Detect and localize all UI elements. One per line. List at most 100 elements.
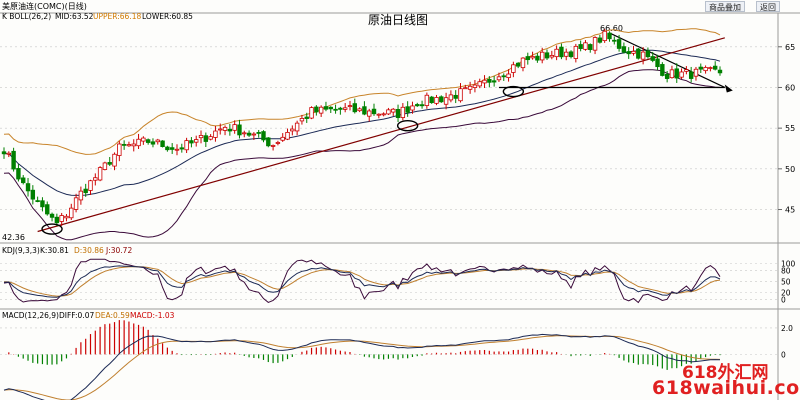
candlestick-panel: 45 50 55 60 65: [0, 28, 795, 241]
candle-down: [145, 139, 151, 143]
candle-down: [35, 200, 40, 202]
candle-down: [395, 108, 401, 119]
candle-down: [160, 140, 165, 148]
candle-up: [400, 106, 406, 118]
kdj-j-value: J:30.72: [105, 246, 132, 255]
kdj-d-line: [3, 266, 721, 297]
candle-down: [674, 68, 679, 79]
candle-down: [246, 132, 252, 136]
candle-down: [578, 44, 583, 49]
candle-down: [189, 140, 194, 144]
candle-down: [362, 106, 367, 115]
candle-down: [40, 200, 45, 208]
candle-down: [165, 146, 170, 151]
kdj-j-line: [3, 258, 721, 304]
candle-down: [688, 71, 694, 79]
boll-lower-value: LOWER:60.85: [142, 12, 193, 21]
candle-down: [712, 65, 718, 70]
candle-up: [679, 71, 684, 78]
candle-down: [352, 103, 357, 113]
candle-down: [650, 56, 655, 61]
macd-macd-value: MACD:-1.03: [130, 311, 175, 320]
candle-up: [242, 132, 247, 135]
candle-up: [564, 51, 569, 57]
back-button[interactable]: 返回: [756, 1, 780, 12]
boll-mid-line: [3, 49, 721, 196]
candle-down: [16, 168, 21, 180]
candle-down: [568, 51, 574, 58]
candle-up: [463, 87, 468, 90]
boll-upper-line: [3, 28, 721, 155]
macd-tick-label-0: 0: [781, 350, 786, 359]
candle-up: [693, 68, 699, 77]
candle-up: [222, 126, 228, 131]
main-tick-label-3: 60: [785, 83, 795, 92]
candle-down: [1, 151, 7, 155]
candle-up: [631, 50, 636, 54]
candle-down: [227, 128, 233, 132]
candle-down: [525, 56, 530, 61]
candle-up: [472, 84, 478, 88]
main-indicator-label: K BOLL(26,2): [2, 12, 51, 21]
candle-down: [237, 124, 242, 136]
candle-down: [11, 150, 16, 170]
candle-up: [703, 67, 708, 72]
candle-up: [93, 177, 98, 181]
symbol-label: 美原油连(COMC)(日线): [2, 1, 87, 11]
circle-marker-1: [396, 120, 419, 132]
candle-up: [530, 56, 535, 59]
candle-down: [338, 107, 343, 110]
kdj-tick-label-0: 0: [781, 296, 786, 305]
candle-down: [544, 52, 550, 59]
candle-down: [626, 51, 631, 55]
candle-down: [25, 183, 31, 192]
main-tick-label-4: 65: [785, 43, 795, 52]
boll-lower-line: [3, 69, 721, 241]
candle-up: [391, 108, 396, 113]
candle-up: [496, 76, 502, 81]
candle-down: [333, 108, 338, 111]
candle-down: [612, 39, 617, 42]
candle-up: [102, 162, 108, 170]
candle-up: [386, 109, 391, 115]
candle-up: [424, 94, 430, 106]
candle-up: [232, 124, 237, 131]
candle-up: [367, 110, 372, 117]
candle-down: [314, 106, 319, 113]
candle-down: [607, 32, 612, 40]
candle-down: [415, 104, 420, 107]
macd-diff-line: [3, 333, 721, 400]
main-tick-label-2: 55: [785, 124, 795, 133]
candle-down: [323, 106, 329, 110]
candle-up: [6, 152, 12, 155]
candle-down: [30, 189, 36, 200]
candle-down: [453, 94, 458, 99]
trend-line-1: [609, 32, 726, 89]
candle-down: [261, 131, 266, 141]
candle-down: [717, 69, 723, 74]
commodity-overlay-button[interactable]: 商品叠加: [705, 1, 745, 12]
kdj-tick-label-4: 100: [781, 259, 796, 268]
candle-up: [511, 64, 516, 73]
trend-line-0: [37, 37, 725, 233]
candle-down: [491, 80, 497, 83]
kdj-label: KDJ(9,3,3): [2, 246, 40, 255]
candle-up: [357, 108, 362, 112]
candle-down: [328, 106, 333, 110]
high-annotation: 66.60: [600, 24, 623, 33]
candle-up: [141, 137, 146, 142]
candle-down: [645, 50, 651, 58]
candle-up: [443, 97, 449, 105]
candle-up: [117, 143, 122, 156]
chart-title: 原油日线图: [368, 13, 428, 27]
candle-up: [684, 69, 689, 72]
candle-down: [169, 147, 175, 150]
candle-down: [588, 44, 593, 50]
kdj-d-value: D:30.86: [74, 246, 104, 255]
candle-up: [640, 51, 646, 60]
candle-down: [179, 147, 184, 150]
kdj-k-line: [3, 265, 721, 298]
candle-down: [535, 55, 540, 61]
candle-up: [583, 42, 588, 50]
